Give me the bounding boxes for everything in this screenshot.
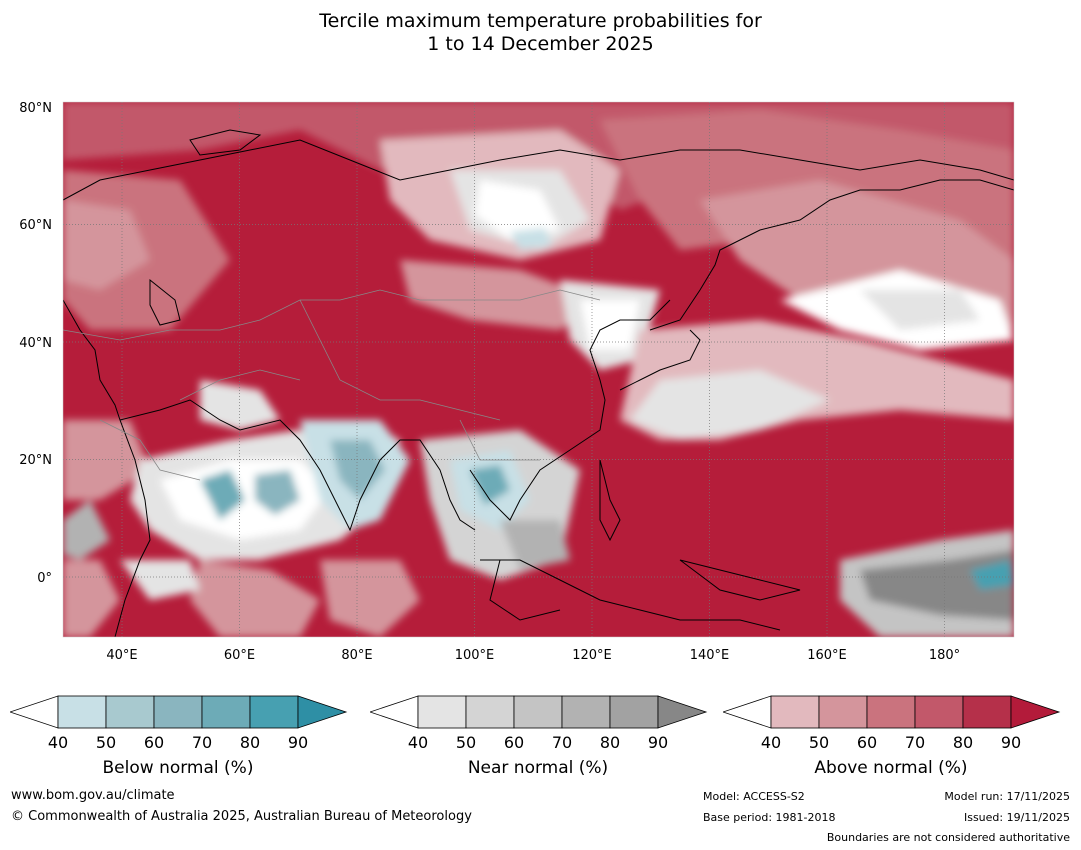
near-normal-tick: 60	[503, 733, 525, 752]
map-gridlines	[63, 102, 1014, 637]
colorbar-segment	[417, 695, 467, 729]
lat-label-60n: 60°N	[19, 218, 52, 233]
lon-label-80e: 80°E	[341, 648, 372, 663]
near-normal-colorbar	[370, 695, 708, 729]
near-normal-tick: 90	[647, 733, 669, 752]
above-normal-tick: 70	[904, 733, 926, 752]
colorbar-max-triangle	[297, 695, 348, 729]
near-normal-tick: 80	[599, 733, 621, 752]
model-name: Model: ACCESS-S2	[703, 790, 805, 803]
legend-above-normal	[723, 690, 1063, 730]
colorbar-segment	[962, 695, 1012, 729]
probability-fields	[63, 102, 1014, 637]
colorbar-segment	[513, 695, 563, 729]
lon-label-60e: 60°E	[224, 648, 255, 663]
colorbar-segment	[153, 695, 203, 729]
country-borders	[63, 289, 601, 481]
above-normal-tick: 60	[856, 733, 878, 752]
below-normal-tick: 80	[239, 733, 261, 752]
colorbar-segment	[57, 695, 107, 729]
above-normal-tick: 40	[760, 733, 782, 752]
lat-label-0: 0°	[37, 571, 52, 586]
above-normal-title: Above normal (%)	[814, 758, 968, 778]
colorbar-max-triangle	[657, 695, 708, 729]
below-normal-tick: 50	[95, 733, 117, 752]
below-normal-tick: 40	[47, 733, 69, 752]
map-plot-area	[63, 102, 1014, 637]
below-normal-tick: 60	[143, 733, 165, 752]
lon-label-40e: 40°E	[106, 648, 137, 663]
colorbar-segment	[249, 695, 299, 729]
lon-label-100e: 100°E	[455, 648, 495, 663]
colorbar-max-triangle	[1010, 695, 1061, 729]
model-run-date: Model run: 17/11/2025	[944, 790, 1070, 803]
colorbar-segment	[561, 695, 611, 729]
colorbar-segment	[105, 695, 155, 729]
lon-label-160e: 160°E	[807, 648, 847, 663]
boundaries-disclaimer: Boundaries are not considered authoritat…	[826, 831, 1070, 844]
base-period: Base period: 1981-2018	[703, 811, 836, 824]
website-link[interactable]: www.bom.gov.au/climate	[11, 788, 175, 803]
colorbar-segment	[201, 695, 251, 729]
lat-label-80n: 80°N	[19, 101, 52, 116]
colorbar-min-triangle	[370, 695, 419, 729]
above-normal-tick: 80	[952, 733, 974, 752]
below-normal-tick: 90	[287, 733, 309, 752]
colorbar-segment	[818, 695, 868, 729]
above-normal-tick: 90	[1000, 733, 1022, 752]
lat-label-20n: 20°N	[19, 453, 52, 468]
probability-map: 80°N 60°N 40°N 20°N 0° 40°E 60°E 80°E 10…	[19, 101, 1015, 663]
legend-below-normal	[10, 690, 350, 730]
map-title-line-1: Tercile maximum temperature probabilitie…	[319, 10, 762, 32]
lat-label-40n: 40°N	[19, 336, 52, 351]
lon-label-140e: 140°E	[690, 648, 730, 663]
colorbar-segment	[770, 695, 820, 729]
colorbar-min-triangle	[723, 695, 772, 729]
near-normal-tick: 50	[455, 733, 477, 752]
map-frame	[62, 101, 1015, 638]
copyright-text: © Commonwealth of Australia 2025, Austra…	[11, 809, 472, 824]
colorbar-min-triangle	[10, 695, 59, 729]
near-normal-tick: 70	[551, 733, 573, 752]
colorbar-segment	[609, 695, 659, 729]
map-title-line-2: 1 to 14 December 2025	[427, 33, 654, 55]
above-normal-colorbar	[723, 695, 1061, 729]
near-normal-title: Near normal (%)	[467, 758, 609, 778]
colorbar-segment	[465, 695, 515, 729]
colorbar-segment	[866, 695, 916, 729]
near-normal-tick: 40	[407, 733, 429, 752]
legend-near-normal	[370, 690, 710, 730]
below-normal-title: Below normal (%)	[102, 758, 254, 778]
coastlines	[63, 129, 1014, 637]
below-normal-tick: 70	[191, 733, 213, 752]
above-normal-tick: 50	[808, 733, 830, 752]
lon-label-120e: 120°E	[572, 648, 612, 663]
issued-date: Issued: 19/11/2025	[963, 811, 1070, 824]
below-normal-colorbar	[10, 695, 348, 729]
colorbar-segment	[914, 695, 964, 729]
lon-label-180: 180°	[929, 648, 960, 663]
